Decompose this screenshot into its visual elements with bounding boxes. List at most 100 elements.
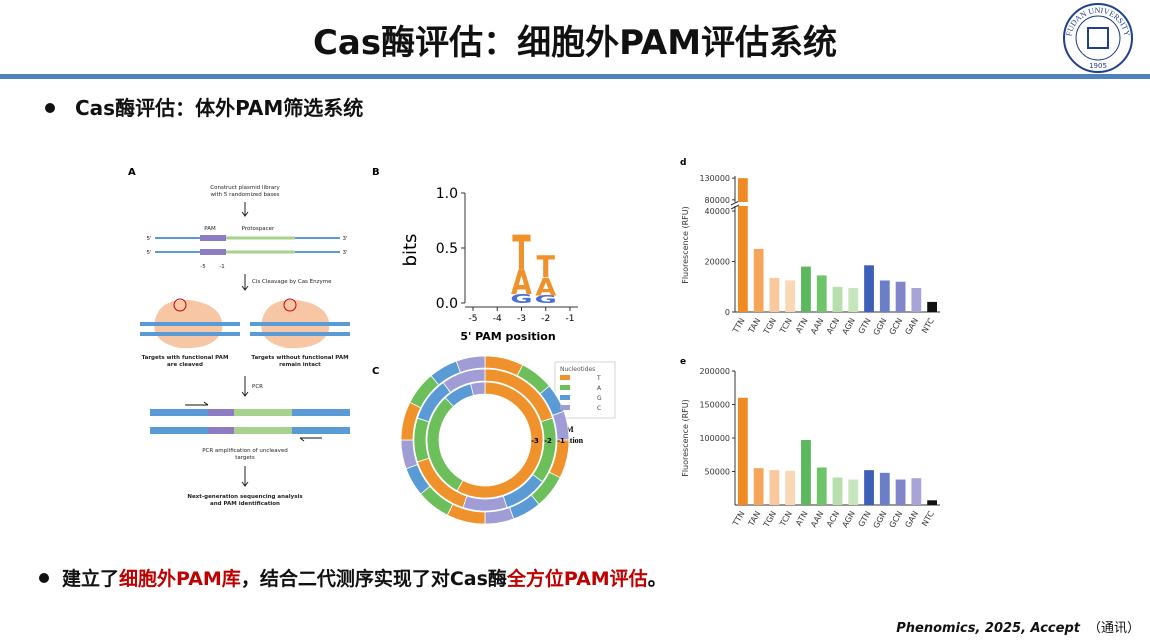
bullet-segment: 细胞外PAM库 — [119, 567, 241, 590]
bar — [801, 440, 811, 505]
logo-inner — [1075, 15, 1121, 61]
logo-letter: A — [511, 265, 532, 303]
guide-rna — [173, 298, 187, 312]
y-tick-label: 130000 — [699, 174, 730, 183]
header-rule — [0, 74, 1150, 79]
arrow — [241, 274, 249, 291]
logo-letter: G — [535, 293, 557, 305]
y-tick-label: 20000 — [705, 258, 730, 267]
y-tick-label: 0.5 — [436, 241, 458, 257]
y-tick-label: 100000 — [699, 434, 730, 443]
y-tick-label: 0 — [725, 308, 730, 317]
bar — [769, 277, 780, 312]
bar — [911, 478, 922, 505]
ring-segment — [455, 355, 486, 373]
x-tick-label: -1 — [566, 314, 575, 324]
y-axis-label: Fluorescence (RFU) — [681, 206, 690, 284]
position-title: position — [556, 436, 584, 445]
bar — [737, 206, 748, 312]
end-label: 3' — [342, 250, 347, 256]
ring-segment — [442, 368, 486, 393]
legend-swatch — [560, 385, 570, 390]
position-label: -2 — [544, 437, 552, 445]
caption: Targets with functional PAM — [142, 355, 229, 361]
bar — [895, 281, 906, 312]
bar — [737, 397, 748, 505]
bar — [848, 288, 859, 312]
panel-label: e — [680, 357, 686, 367]
x-tick-label: -2 — [541, 314, 550, 324]
bullet-segment: 建立了 — [62, 567, 119, 590]
step-text: with 5 randomized bases — [210, 192, 279, 198]
pam-box — [200, 235, 226, 241]
pam-box — [200, 249, 226, 255]
primer — [185, 401, 209, 406]
dna-strand — [140, 322, 240, 326]
y-tick-label: 80000 — [705, 196, 730, 205]
step-text: Cis Cleavage by Cas Enzyme — [252, 279, 332, 285]
legend-swatch — [560, 395, 570, 400]
pam-label: PAM — [204, 226, 216, 232]
panel-label: B — [372, 167, 380, 178]
y-axis-label: bits — [400, 234, 421, 267]
bullet-dot — [45, 103, 55, 113]
primer — [299, 437, 322, 442]
citation-journal: Phenomics, 2025, Accept — [896, 621, 1081, 636]
y-tick-label: 1.0 — [436, 186, 458, 202]
guide-rna — [283, 298, 297, 312]
pos-label: -1 — [219, 264, 224, 270]
logo-letter: T — [512, 227, 531, 283]
arrow — [241, 466, 249, 487]
arrow — [241, 202, 249, 217]
caption: targets — [235, 455, 255, 461]
step-text: PCR — [252, 384, 263, 390]
legend-swatch — [560, 405, 570, 410]
bar — [816, 467, 827, 505]
end-label: 5' — [146, 250, 151, 256]
bar — [753, 468, 764, 505]
citation-note: （通讯） — [1088, 621, 1140, 636]
arrow — [241, 376, 249, 397]
bar — [832, 477, 843, 505]
citation: Phenomics, 2025, Accept （通讯） — [896, 621, 1140, 636]
y-axis-label: Fluorescence (RFU) — [681, 399, 690, 477]
legend-swatch — [560, 375, 570, 380]
bar — [864, 470, 874, 505]
panel-a: A Construct plasmid library with 5 rando… — [128, 167, 350, 507]
position-label: -3 — [531, 437, 539, 445]
bar — [832, 286, 843, 312]
y-tick-label: 0.0 — [436, 296, 458, 312]
dna-strand — [250, 322, 350, 326]
protospacer-seg — [234, 427, 292, 434]
protospacer-label: Protospacer — [242, 226, 275, 232]
logo-ring — [1063, 3, 1133, 73]
logo-letter: A — [535, 274, 556, 302]
legend-label: T — [596, 375, 601, 382]
x-axis-label: 5' PAM position — [460, 330, 555, 343]
end-label: 3' — [342, 236, 347, 242]
bar — [927, 301, 938, 312]
bar — [911, 288, 922, 312]
legend-title: Nucleotides — [560, 366, 595, 373]
dna-strand — [140, 332, 240, 336]
bar — [879, 280, 890, 312]
x-tick-label: -5 — [469, 314, 478, 324]
logo-year: 1905 — [1089, 62, 1107, 70]
protospacer-seg — [234, 409, 292, 416]
logo-glyph — [1087, 27, 1109, 49]
panel-b: B bits 5' PAM position 0.0 0.5 1.0 -5 -4 -3 -2… — [372, 167, 578, 343]
ring-segment — [470, 381, 486, 396]
panel-d: d Fluorescence (RFU) 0 20000 40000 80000 130… — [680, 158, 940, 337]
position-label: -1 — [557, 437, 565, 445]
legend-label: A — [597, 385, 602, 392]
x-tick-label: -3 — [517, 314, 526, 324]
dna-strand — [250, 332, 350, 336]
y-tick-label: 40000 — [705, 207, 730, 216]
bar — [753, 248, 764, 312]
logo: FUDAN UNIVERSITY 1905 — [1063, 3, 1133, 73]
bar — [769, 470, 780, 505]
bar — [816, 275, 827, 312]
panel-label: d — [680, 158, 686, 168]
logo-letter: G — [510, 292, 532, 306]
